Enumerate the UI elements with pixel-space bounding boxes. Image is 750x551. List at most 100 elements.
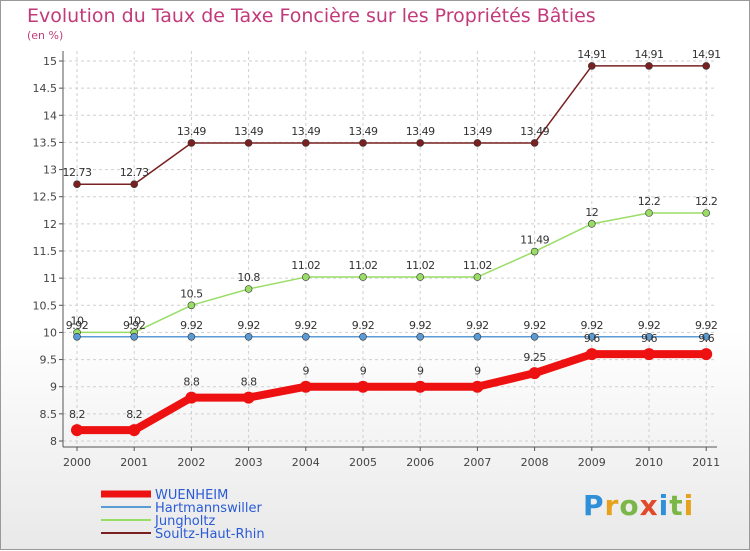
data-label: 9.92 — [523, 319, 546, 332]
data-point — [585, 348, 598, 361]
data-label: 10.8 — [237, 271, 260, 284]
data-label: 9.92 — [695, 319, 718, 332]
data-label: 9.92 — [237, 319, 260, 332]
x-tick-label: 2005 — [349, 456, 377, 469]
data-label: 8.2 — [69, 408, 85, 421]
data-point — [587, 62, 596, 70]
data-label: 13.49 — [349, 125, 378, 138]
y-tick-label: 14 — [43, 109, 57, 122]
data-point — [244, 332, 253, 341]
series-line-wuenheim — [77, 350, 707, 435]
data-label: 12.73 — [63, 166, 92, 179]
series-line-jungholtz — [77, 212, 707, 334]
data-label: 9.6 — [641, 332, 657, 345]
data-point — [645, 209, 653, 217]
data-label: 12.73 — [120, 166, 149, 179]
x-tick-label: 2000 — [63, 456, 91, 469]
data-point — [702, 209, 711, 217]
data-label: 9.92 — [352, 319, 375, 332]
data-point — [301, 139, 310, 147]
data-point — [128, 424, 141, 437]
data-label: 13.49 — [406, 125, 435, 138]
data-point — [130, 180, 138, 189]
data-point — [359, 139, 367, 147]
data-point — [414, 380, 427, 393]
data-point — [357, 380, 369, 393]
x-tick-label: 2011 — [692, 456, 720, 469]
data-label: 9.92 — [581, 319, 604, 332]
y-tick-label: 9.5 — [40, 354, 58, 367]
unit-label: (en %) — [27, 29, 64, 42]
data-label: 13.49 — [520, 125, 549, 138]
data-point — [130, 332, 138, 341]
data-label: 9.92 — [66, 319, 89, 332]
data-label: 8.8 — [241, 376, 257, 389]
data-point — [416, 332, 425, 341]
data-point — [185, 391, 198, 404]
y-tick-label: 11 — [43, 272, 57, 285]
legend-label: Hartmannswiller — [155, 501, 263, 516]
data-point — [187, 332, 196, 341]
data-point — [73, 332, 81, 341]
data-label: 9.6 — [698, 332, 714, 345]
data-point — [301, 332, 310, 341]
x-tick-label: 2001 — [120, 456, 148, 469]
legend-label: WUENHEIM — [155, 488, 228, 503]
data-label: 9.92 — [638, 319, 661, 332]
series-line-soultz-haut-rhin — [77, 65, 707, 185]
data-point — [244, 285, 253, 293]
data-label: 9 — [417, 365, 424, 378]
data-label: 12 — [585, 206, 598, 219]
data-label: 9.92 — [123, 319, 146, 332]
y-tick-label: 13 — [43, 164, 57, 177]
x-tick-label: 2006 — [406, 456, 434, 469]
data-label: 9.92 — [466, 319, 489, 332]
x-tick-label: 2009 — [578, 456, 606, 469]
data-point — [71, 424, 83, 437]
y-tick-label: 8 — [50, 435, 57, 448]
y-tick-label: 8.5 — [40, 408, 58, 421]
data-point — [416, 273, 425, 281]
data-point — [473, 273, 482, 281]
data-label: 11.02 — [349, 259, 378, 272]
data-label: 10.5 — [180, 287, 203, 300]
data-point — [702, 332, 711, 341]
data-point — [299, 380, 312, 393]
data-point — [530, 139, 539, 147]
data-label: 13.49 — [234, 125, 263, 138]
data-label: 9.92 — [409, 319, 432, 332]
x-tick-label: 2008 — [521, 456, 549, 469]
y-tick-label: 9 — [50, 381, 57, 394]
data-label: 14.91 — [635, 48, 664, 61]
data-point — [530, 247, 539, 256]
data-label: 12.2 — [638, 195, 661, 208]
y-tick-label: 14.5 — [33, 82, 58, 95]
data-label: 8.8 — [183, 376, 199, 389]
x-tick-label: 2007 — [463, 456, 491, 469]
data-label: 9 — [303, 365, 310, 378]
data-label: 11.02 — [463, 259, 492, 272]
data-point — [587, 220, 596, 228]
y-tick-label: 11.5 — [33, 245, 58, 258]
data-label: 11.02 — [291, 259, 320, 272]
data-point — [645, 62, 653, 70]
data-label: 9 — [360, 365, 367, 378]
x-tick-label: 2003 — [235, 456, 263, 469]
data-label: 9.25 — [523, 351, 546, 364]
y-tick-label: 13.5 — [33, 136, 58, 149]
data-label: 14.91 — [577, 48, 606, 61]
data-point — [700, 348, 713, 361]
data-label: 11.02 — [406, 259, 435, 272]
legend-label: Soultz-Haut-Rhin — [155, 527, 265, 542]
data-point — [643, 348, 655, 361]
data-label: 12.2 — [695, 195, 718, 208]
y-tick-label: 15 — [43, 55, 57, 68]
data-label: 8.2 — [126, 408, 142, 421]
y-tick-label: 10 — [43, 326, 57, 339]
data-label: 10 — [128, 314, 141, 327]
data-label: 9 — [474, 365, 481, 378]
y-tick-label: 12.5 — [33, 191, 58, 204]
y-tick-label: 10.5 — [33, 299, 58, 312]
chart-title: Evolution du Taux de Taxe Foncière sur l… — [27, 5, 596, 27]
data-point — [528, 367, 541, 380]
